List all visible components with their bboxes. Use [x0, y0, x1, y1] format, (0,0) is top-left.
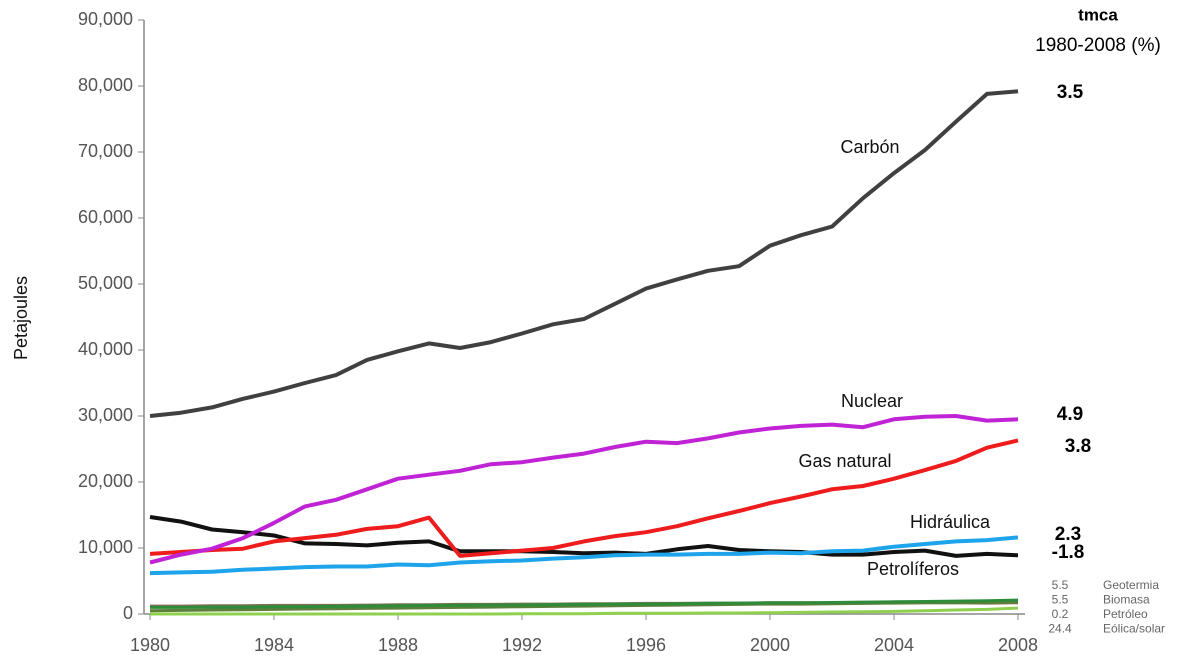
series-line [149, 515, 1019, 558]
x-tick-label: 2008 [998, 635, 1038, 655]
y-tick-label: 30,000 [78, 405, 133, 425]
rate-label: 24.4 [1048, 622, 1072, 636]
series-label: Petrolíferos [867, 559, 959, 579]
x-tick-label: 2004 [874, 635, 914, 655]
y-tick-label: 10,000 [78, 537, 133, 557]
series-line [150, 606, 1019, 616]
series-label: Biomasa [1103, 593, 1150, 607]
rate-label: -1.8 [1052, 542, 1085, 563]
series-line [149, 414, 1019, 565]
rate-header: tmca [1078, 5, 1118, 24]
y-tick-label: 20,000 [78, 471, 133, 491]
series-label: Eólica/solar [1103, 622, 1165, 636]
series-label: Hidráulica [910, 512, 991, 532]
x-tick-label: 1980 [130, 635, 170, 655]
y-axis-label: Petajoules [11, 276, 31, 360]
y-tick-label: 0 [123, 603, 133, 623]
series-label: Carbón [840, 137, 899, 157]
x-tick-label: 1996 [626, 635, 666, 655]
series-label: Gas natural [798, 451, 891, 471]
y-tick-label: 60,000 [78, 207, 133, 227]
rate-label: 5.5 [1052, 593, 1069, 607]
rate-label: 3.5 [1057, 82, 1084, 103]
series-line [149, 535, 1019, 576]
series-line [149, 438, 1019, 558]
y-tick-label: 50,000 [78, 273, 133, 293]
rate-header: 1980-2008 (%) [1035, 35, 1161, 56]
x-tick-label: 2000 [750, 635, 790, 655]
x-tick-label: 1984 [254, 635, 294, 655]
rate-label: 5.5 [1052, 578, 1069, 592]
x-tick-label: 1992 [502, 635, 542, 655]
rate-label: 3.8 [1065, 436, 1091, 457]
x-tick-label: 1988 [378, 635, 418, 655]
y-tick-label: 90,000 [78, 9, 133, 29]
y-tick-label: 80,000 [78, 75, 133, 95]
series-label: Geotermia [1103, 578, 1159, 592]
series-line [149, 89, 1019, 418]
rate-label: 4.9 [1057, 404, 1083, 425]
series-line [150, 598, 1019, 609]
rate-label: 0.2 [1052, 607, 1069, 621]
y-tick-label: 70,000 [78, 141, 133, 161]
y-tick-label: 40,000 [78, 339, 133, 359]
series-label: Nuclear [841, 391, 903, 411]
series-label: Petróleo [1103, 607, 1148, 621]
rate-label: 2.3 [1055, 524, 1081, 545]
